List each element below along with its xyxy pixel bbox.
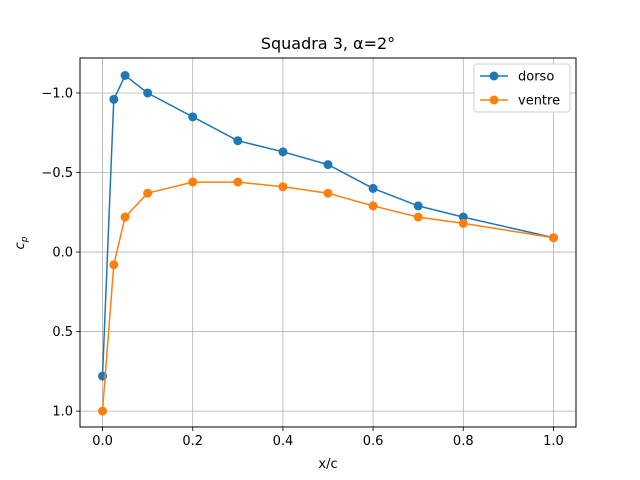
legend-label-dorso: dorso (518, 70, 554, 85)
legend-marker-ventre (489, 95, 499, 105)
data-point-dorso (458, 212, 468, 222)
y-tick-label: 1.0 (52, 405, 73, 420)
x-tick-label: 0.0 (92, 434, 113, 449)
x-tick-label: 1.0 (543, 434, 564, 449)
data-point-ventre (458, 218, 468, 228)
data-point-ventre (143, 188, 153, 198)
data-point-dorso (278, 147, 288, 157)
plot-frame (79, 57, 577, 428)
data-point-ventre (413, 212, 423, 222)
data-point-ventre (109, 260, 119, 270)
data-point-ventre (548, 233, 558, 243)
legend: dorso ventre (473, 63, 571, 113)
series-line-ventre (101, 181, 554, 412)
legend-label-ventre: ventre (518, 94, 560, 109)
data-point-dorso (109, 94, 119, 104)
data-point-dorso (368, 183, 378, 193)
y-tick-label: −1.0 (41, 86, 73, 101)
data-point-ventre (188, 177, 198, 187)
legend-marker-dorso (489, 71, 499, 81)
data-point-ventre (233, 177, 243, 187)
data-point-dorso (143, 88, 153, 98)
data-point-dorso (233, 136, 243, 146)
data-point-ventre (323, 188, 333, 198)
y-axis-label-main: c (13, 242, 28, 249)
x-tick-label: 0.6 (363, 434, 384, 449)
y-tick-label: 0.0 (52, 246, 73, 261)
data-point-dorso (323, 160, 333, 170)
y-tick-label: 0.5 (52, 325, 73, 340)
data-point-ventre (278, 182, 288, 192)
series-layer (98, 70, 558, 416)
data-point-dorso (120, 70, 130, 80)
data-point-ventre (98, 406, 108, 416)
data-point-ventre (120, 212, 130, 222)
y-tick-label: −0.5 (41, 166, 73, 181)
grid (80, 58, 576, 427)
x-tick-label: 0.2 (182, 434, 203, 449)
series-ventre (98, 177, 558, 416)
data-point-ventre (368, 201, 378, 211)
x-axis-label: x/c (318, 457, 337, 472)
data-point-dorso (413, 201, 423, 211)
y-axis-label-sub: p (20, 236, 30, 243)
chart-title: Squadra 3, α=2° (261, 34, 395, 53)
y-axis-label-group: cp (13, 236, 30, 249)
x-tick-label: 0.4 (273, 434, 294, 449)
y-axis-label: cp (13, 236, 30, 249)
x-tick-label: 0.8 (453, 434, 474, 449)
series-dorso (98, 70, 558, 381)
data-point-dorso (188, 112, 198, 122)
ticks: 0.0 0.2 0.4 0.6 0.8 1.0 −1.0 −0.5 0.0 0.5 1.0 (41, 86, 563, 449)
